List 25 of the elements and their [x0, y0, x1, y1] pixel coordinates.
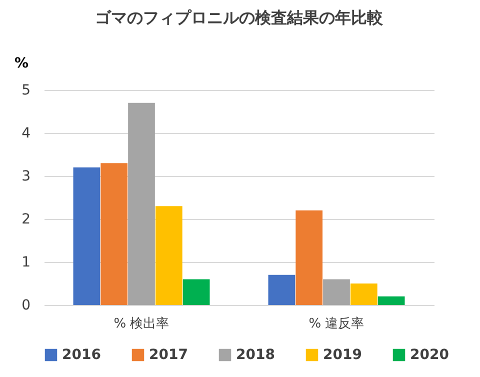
bar	[182, 279, 210, 305]
y-tick-label: 5	[22, 82, 30, 98]
x-tick-label: % 検出率	[114, 316, 170, 332]
bar	[268, 274, 296, 305]
x-tick-label: % 違反率	[308, 316, 364, 332]
bar	[350, 284, 378, 305]
y-axis-title: %	[14, 56, 29, 72]
bar	[296, 210, 323, 305]
y-tick-label: 3	[22, 168, 30, 184]
y-tick-label: 2	[22, 212, 30, 228]
bar	[155, 206, 182, 305]
chart-title: ゴマのフィプロニルの検査結果の年比較	[95, 8, 384, 27]
bar	[323, 279, 350, 305]
bar	[100, 163, 128, 305]
y-tick-label: 0	[22, 298, 30, 314]
bar	[378, 296, 405, 305]
legend-label: 2019	[323, 347, 362, 363]
y-tick-label: 1	[22, 254, 30, 270]
legend-label: 2017	[149, 347, 188, 363]
bar	[73, 167, 100, 305]
legend-label: 2018	[236, 347, 275, 363]
legend-label: 2016	[62, 347, 101, 363]
bar	[128, 102, 155, 305]
legend-label: 2020	[410, 347, 450, 363]
y-tick-label: 4	[22, 126, 31, 142]
